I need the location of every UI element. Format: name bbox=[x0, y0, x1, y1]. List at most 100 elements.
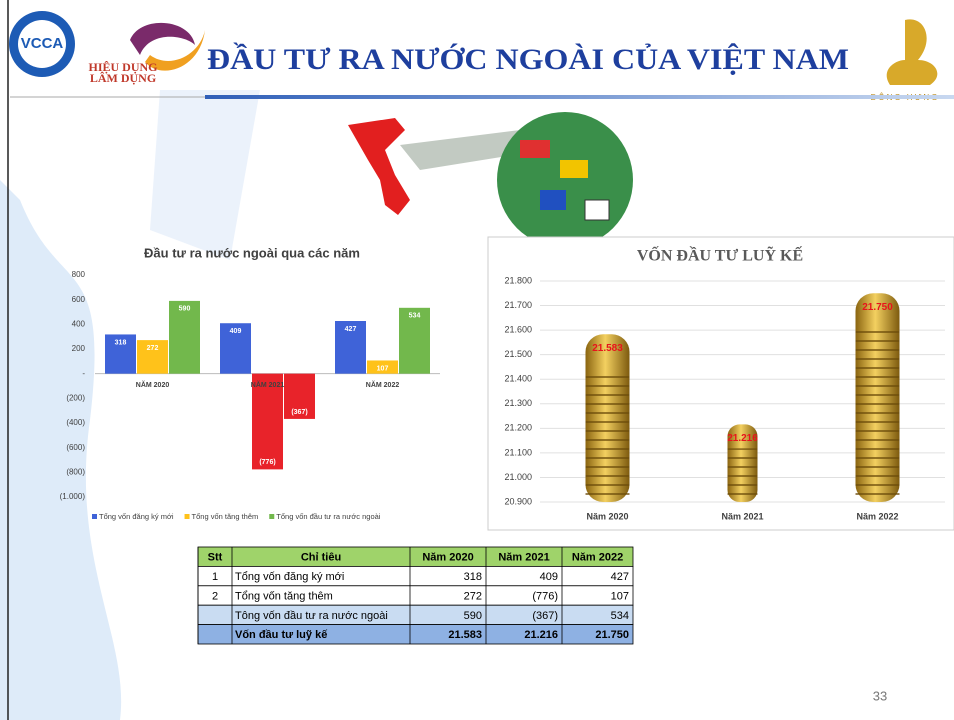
bar bbox=[137, 340, 168, 374]
globe bbox=[497, 112, 633, 248]
logo-dong-hung bbox=[886, 19, 938, 86]
table-cell: (367) bbox=[532, 610, 558, 622]
y-tick-label: 21.300 bbox=[504, 398, 532, 408]
y-tick-label: 21.400 bbox=[504, 374, 532, 384]
bar bbox=[335, 321, 366, 374]
table-cell: 21.583 bbox=[448, 629, 482, 641]
data-label: 534 bbox=[409, 313, 421, 320]
legend-swatch bbox=[184, 514, 190, 519]
y-tick-label: 800 bbox=[72, 270, 86, 279]
table-cell: 21.216 bbox=[524, 629, 558, 641]
x-tick-label: Năm 2022 bbox=[856, 511, 898, 521]
logo-ribbon bbox=[130, 22, 195, 55]
table-cell: 272 bbox=[464, 590, 482, 602]
y-tick-label: 20.900 bbox=[504, 496, 532, 506]
y-tick-label: (800) bbox=[66, 467, 85, 476]
y-tick-label: 400 bbox=[72, 319, 86, 328]
money-stream bbox=[400, 130, 545, 170]
x-tick-label: NĂM 2022 bbox=[366, 380, 400, 389]
table-cell: 427 bbox=[611, 571, 629, 583]
table-cell: (776) bbox=[532, 590, 558, 602]
y-tick-label: (400) bbox=[66, 418, 85, 427]
bar bbox=[399, 307, 430, 374]
legend-swatch bbox=[92, 514, 97, 519]
table: Stt Chỉ tiêu Năm 2020 Năm 2021 Năm 2022 1 Tổng… bbox=[197, 546, 634, 645]
map-vietnam bbox=[348, 118, 410, 215]
table-row bbox=[197, 546, 634, 567]
table-cell: 318 bbox=[464, 571, 482, 583]
data-label: 21.750 bbox=[862, 302, 893, 313]
slide-title: ĐẦU TƯ RA NƯỚC NGOÀI CỦA VIỆT NAM bbox=[207, 42, 849, 76]
table-cell: 107 bbox=[611, 590, 629, 602]
page-number: 33 bbox=[873, 688, 887, 703]
y-tick-label: 600 bbox=[72, 295, 86, 304]
bar bbox=[105, 334, 136, 374]
watermark bbox=[0, 180, 122, 720]
table-cell: 534 bbox=[611, 610, 629, 622]
table-header-cell: Stt bbox=[208, 552, 223, 564]
y-tick-label: 21.100 bbox=[504, 447, 532, 457]
coin-lines bbox=[727, 448, 758, 502]
x-tick-label: Năm 2020 bbox=[586, 511, 628, 521]
y-tick-label: (600) bbox=[66, 443, 85, 452]
data-label: 318 bbox=[115, 339, 127, 346]
legend-swatch bbox=[269, 514, 275, 519]
y-tick-label: 21.000 bbox=[504, 472, 532, 482]
y-tick-label: (1.000) bbox=[60, 492, 86, 501]
x-tick-label: NĂM 2021 bbox=[251, 380, 285, 389]
data-label: 21.583 bbox=[592, 343, 623, 354]
legend-label: Tổng vốn đầu tư ra nước ngoài bbox=[276, 512, 381, 521]
watermark bbox=[150, 90, 260, 260]
table-header-cell: Chỉ tiêu bbox=[301, 552, 341, 564]
data-label: 590 bbox=[179, 306, 191, 313]
bar bbox=[284, 373, 315, 419]
x-tick-label: Năm 2021 bbox=[721, 511, 763, 521]
table-cell: 2 bbox=[212, 590, 218, 602]
chart-title: VỐN ĐẦU TƯ LUỸ KẾ bbox=[637, 245, 803, 265]
data-label: 409 bbox=[230, 328, 242, 335]
y-tick-label: - bbox=[82, 369, 85, 378]
legend-label: Tổng vốn tăng thêm bbox=[192, 512, 259, 521]
data-label: (776) bbox=[259, 459, 275, 466]
table-cell: 21.750 bbox=[595, 629, 629, 641]
data-label: 272 bbox=[147, 345, 159, 352]
y-tick-label: 21.500 bbox=[504, 349, 532, 359]
header-bar bbox=[205, 95, 954, 99]
table-cell: 409 bbox=[540, 571, 558, 583]
table-header-cell: Năm 2020 bbox=[422, 552, 473, 564]
data-label: (367) bbox=[291, 409, 307, 416]
bar bbox=[220, 323, 251, 374]
table-cell: Tông vốn đầu tư ra nước ngoài bbox=[235, 610, 388, 622]
globe-flag bbox=[520, 140, 550, 158]
bar bbox=[169, 300, 200, 374]
data-label: 21.216 bbox=[727, 433, 758, 444]
table-header-cell: Năm 2021 bbox=[498, 552, 549, 564]
y-tick-label: 200 bbox=[72, 344, 86, 353]
coin-lines bbox=[855, 328, 900, 502]
table-cell: 1 bbox=[212, 571, 218, 583]
y-tick-label: 21.600 bbox=[504, 324, 532, 334]
legend-label: Tổng vốn đăng ký mới bbox=[99, 512, 174, 521]
globe-flag bbox=[560, 160, 588, 178]
logo-text: VCCA bbox=[21, 35, 64, 52]
tagline: HIỆU DỤNG bbox=[88, 60, 157, 74]
table-header-cell: Năm 2022 bbox=[572, 552, 623, 564]
logo-ribbon bbox=[145, 30, 205, 71]
tagline: LÂM DỤNG bbox=[90, 71, 156, 85]
globe-flag bbox=[584, 199, 610, 221]
y-tick-label: (200) bbox=[66, 393, 85, 402]
table-cell: Tổng vốn tăng thêm bbox=[235, 590, 333, 602]
x-tick-label: NĂM 2020 bbox=[136, 380, 170, 389]
logo-vcca-inner bbox=[18, 20, 66, 68]
data-label: 427 bbox=[345, 326, 357, 333]
y-tick-label: 21.700 bbox=[504, 300, 532, 310]
table-cell: Tổng vốn đăng ký mới bbox=[235, 571, 344, 583]
bar bbox=[367, 360, 398, 374]
table-cell: Vốn đầu tư luỹ kế bbox=[235, 629, 328, 641]
table-cell: 590 bbox=[464, 610, 482, 622]
globe-flag bbox=[540, 190, 566, 210]
y-tick-label: 21.200 bbox=[504, 423, 532, 433]
coin-lines bbox=[585, 369, 630, 502]
y-tick-label: 21.800 bbox=[504, 275, 532, 285]
